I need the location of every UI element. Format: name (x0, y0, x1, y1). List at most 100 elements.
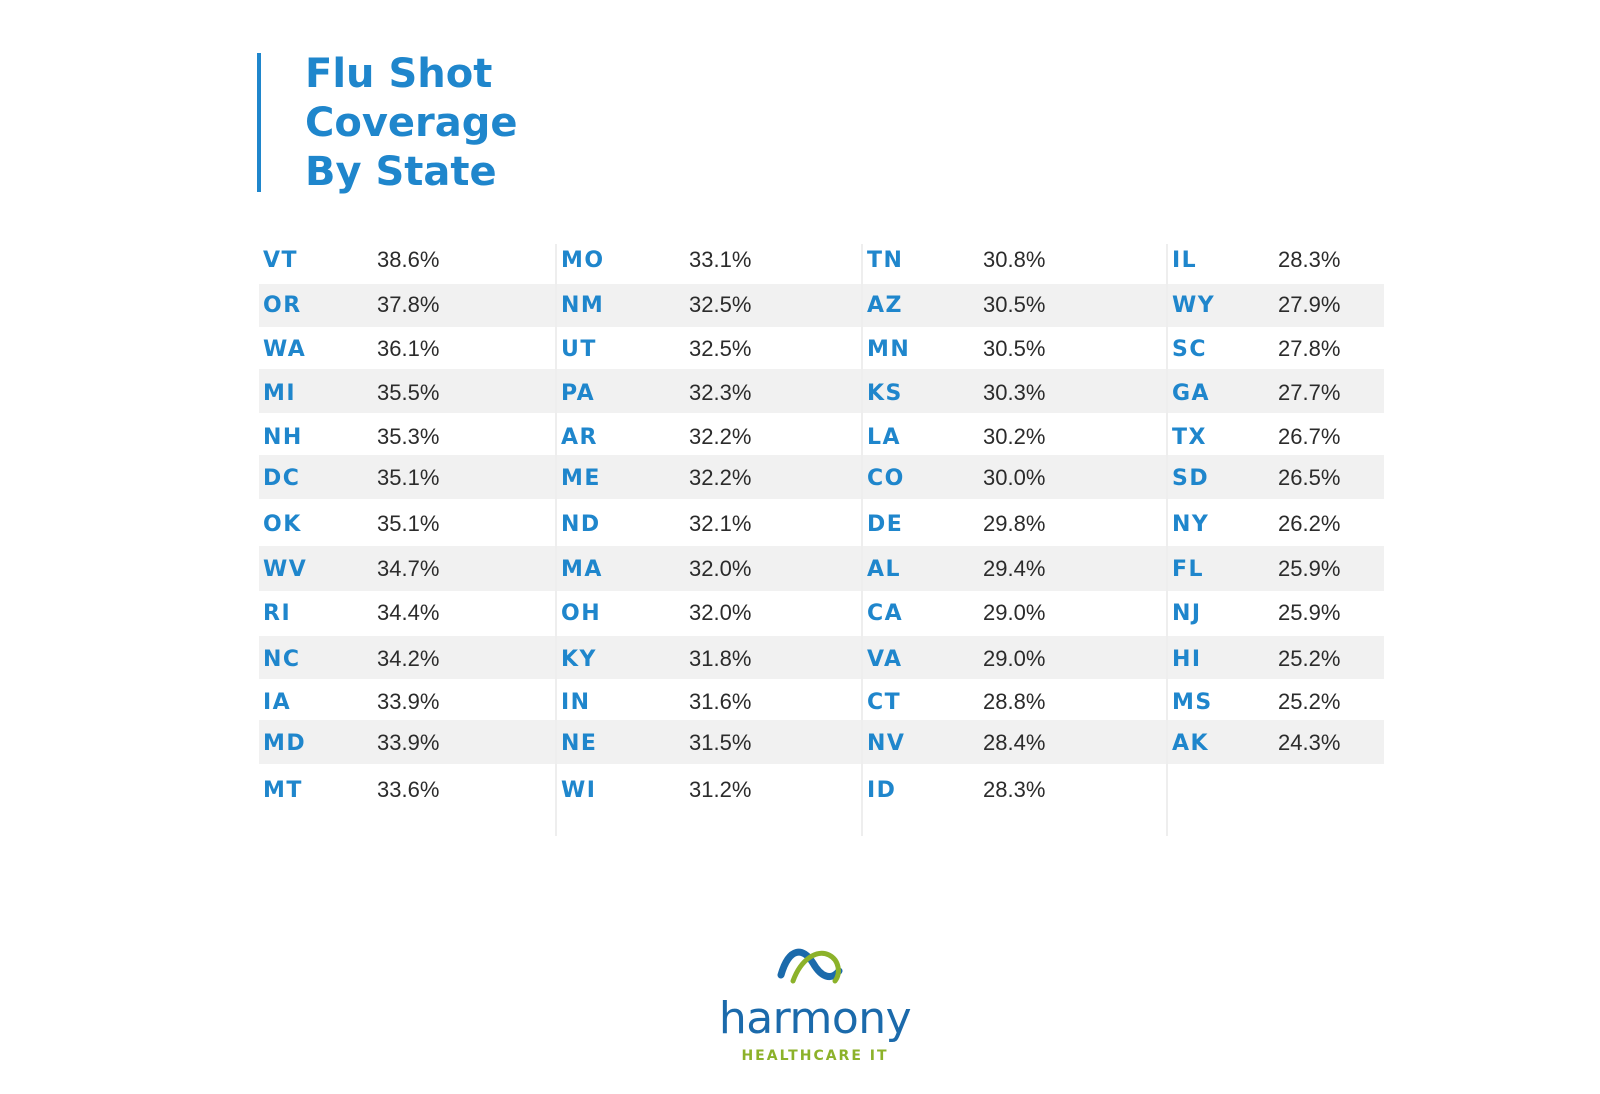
state-code: MD (263, 730, 307, 756)
coverage-value: 32.3% (689, 380, 752, 405)
table-row: FL 25.9% (1168, 547, 1340, 591)
table-row: MO 33.1% (557, 238, 751, 282)
coverage-value: 35.1% (377, 511, 440, 536)
row-band (259, 284, 1384, 327)
state-code: DC (263, 465, 301, 491)
title-block: Flu Shot Coverage By State (257, 51, 518, 195)
coverage-value: 33.6% (377, 777, 440, 802)
coverage-value: 28.8% (983, 689, 1046, 714)
coverage-value: 32.5% (689, 336, 752, 361)
coverage-value: 30.2% (983, 424, 1046, 449)
table-row: IL 28.3% (1168, 238, 1340, 282)
table-row: WI 31.2% (557, 768, 751, 812)
state-code: OH (561, 600, 602, 626)
state-code: FL (1172, 556, 1205, 582)
state-code: TX (1172, 424, 1207, 450)
harmony-wordmark: harmony (718, 993, 912, 1044)
row-band (259, 455, 1384, 499)
coverage-table: VT 38.6% OR 37.8% WA 36.1% MI 35.5% NH 35.3% … (259, 244, 1384, 836)
harmony-logo-mark-icon (777, 948, 843, 984)
coverage-value: 34.7% (377, 556, 440, 581)
table-row: AL 29.4% (863, 547, 1045, 591)
coverage-value: 30.3% (983, 380, 1046, 405)
coverage-value: 33.9% (377, 689, 440, 714)
page-title-line-3: By State (305, 149, 497, 195)
state-code: GA (1172, 380, 1211, 406)
state-code: SC (1172, 336, 1207, 362)
state-code: WI (561, 777, 597, 803)
table-row: ID 28.3% (863, 768, 1045, 812)
table-row: NH 35.3% (259, 415, 439, 459)
harmony-tagline: HEALTHCARE IT (741, 1048, 889, 1064)
table-row: SC 27.8% (1168, 327, 1340, 371)
state-code: UT (561, 336, 597, 362)
table-row: NV 28.4% (863, 721, 1045, 765)
coverage-value: 30.5% (983, 336, 1046, 361)
state-code: KY (561, 646, 597, 672)
state-code: NM (561, 292, 605, 318)
table-row: DE 29.8% (863, 502, 1045, 546)
table-row: CO 30.0% (863, 456, 1045, 500)
state-code: DE (867, 511, 904, 537)
table-row: KY 31.8% (557, 637, 751, 681)
coverage-value: 27.9% (1278, 292, 1341, 317)
coverage-value: 24.3% (1278, 730, 1341, 755)
coverage-value: 29.0% (983, 600, 1046, 625)
coverage-value: 28.3% (983, 777, 1046, 802)
table-row: VT 38.6% (259, 238, 439, 282)
coverage-value: 25.9% (1278, 556, 1341, 581)
coverage-value: 28.3% (1278, 247, 1341, 272)
coverage-value: 31.5% (689, 730, 752, 755)
state-code: VA (867, 646, 903, 672)
state-code: RI (263, 600, 292, 626)
table-row: OH 32.0% (557, 591, 751, 635)
coverage-value: 25.2% (1278, 646, 1341, 671)
state-code: LA (867, 424, 902, 450)
table-row: NJ 25.9% (1168, 591, 1340, 635)
coverage-value: 34.2% (377, 646, 440, 671)
coverage-value: 29.8% (983, 511, 1046, 536)
coverage-value: 25.9% (1278, 600, 1341, 625)
page-title-line-2: Coverage (305, 100, 518, 146)
table-row: TX 26.7% (1168, 415, 1340, 459)
coverage-value: 32.2% (689, 424, 752, 449)
coverage-value: 26.2% (1278, 511, 1341, 536)
state-code: NH (263, 424, 303, 450)
table-row: MD 33.9% (259, 721, 439, 765)
state-code: WA (263, 336, 307, 362)
table-row: MI 35.5% (259, 371, 439, 415)
coverage-value: 26.5% (1278, 465, 1341, 490)
table-column-3: TN 30.8% AZ 30.5% MN 30.5% KS 30.3% LA 30.2% … (861, 244, 1168, 836)
coverage-value: 29.4% (983, 556, 1046, 581)
coverage-value: 28.4% (983, 730, 1046, 755)
state-code: NV (867, 730, 906, 756)
table-row: CA 29.0% (863, 591, 1045, 635)
state-code: PA (561, 380, 596, 406)
table-row: UT 32.5% (557, 327, 751, 371)
coverage-value: 31.8% (689, 646, 752, 671)
table-row: PA 32.3% (557, 371, 751, 415)
state-code: OK (263, 511, 302, 537)
table-row: MT 33.6% (259, 768, 439, 812)
state-code: MN (867, 336, 911, 362)
state-code: IN (561, 689, 591, 715)
table-row: WV 34.7% (259, 547, 439, 591)
table-row: VA 29.0% (863, 637, 1045, 681)
table-row: IA 33.9% (259, 680, 439, 724)
coverage-value: 27.7% (1278, 380, 1341, 405)
table-row: DC 35.1% (259, 456, 439, 500)
table-column-4: IL 28.3% WY 27.9% SC 27.8% GA 27.7% TX 26.7% … (1166, 244, 1386, 836)
table-row: IN 31.6% (557, 680, 751, 724)
table-row: NC 34.2% (259, 637, 439, 681)
state-code: NE (561, 730, 598, 756)
coverage-value: 32.5% (689, 292, 752, 317)
coverage-value: 33.9% (377, 730, 440, 755)
row-band (259, 546, 1384, 591)
coverage-value: 30.8% (983, 247, 1046, 272)
coverage-value: 32.0% (689, 600, 752, 625)
table-column-2: MO 33.1% NM 32.5% UT 32.5% PA 32.3% AR 32.2% … (555, 244, 863, 836)
coverage-value: 25.2% (1278, 689, 1341, 714)
table-row: WA 36.1% (259, 327, 439, 371)
state-code: WY (1172, 292, 1216, 318)
state-code: AK (1172, 730, 1210, 756)
